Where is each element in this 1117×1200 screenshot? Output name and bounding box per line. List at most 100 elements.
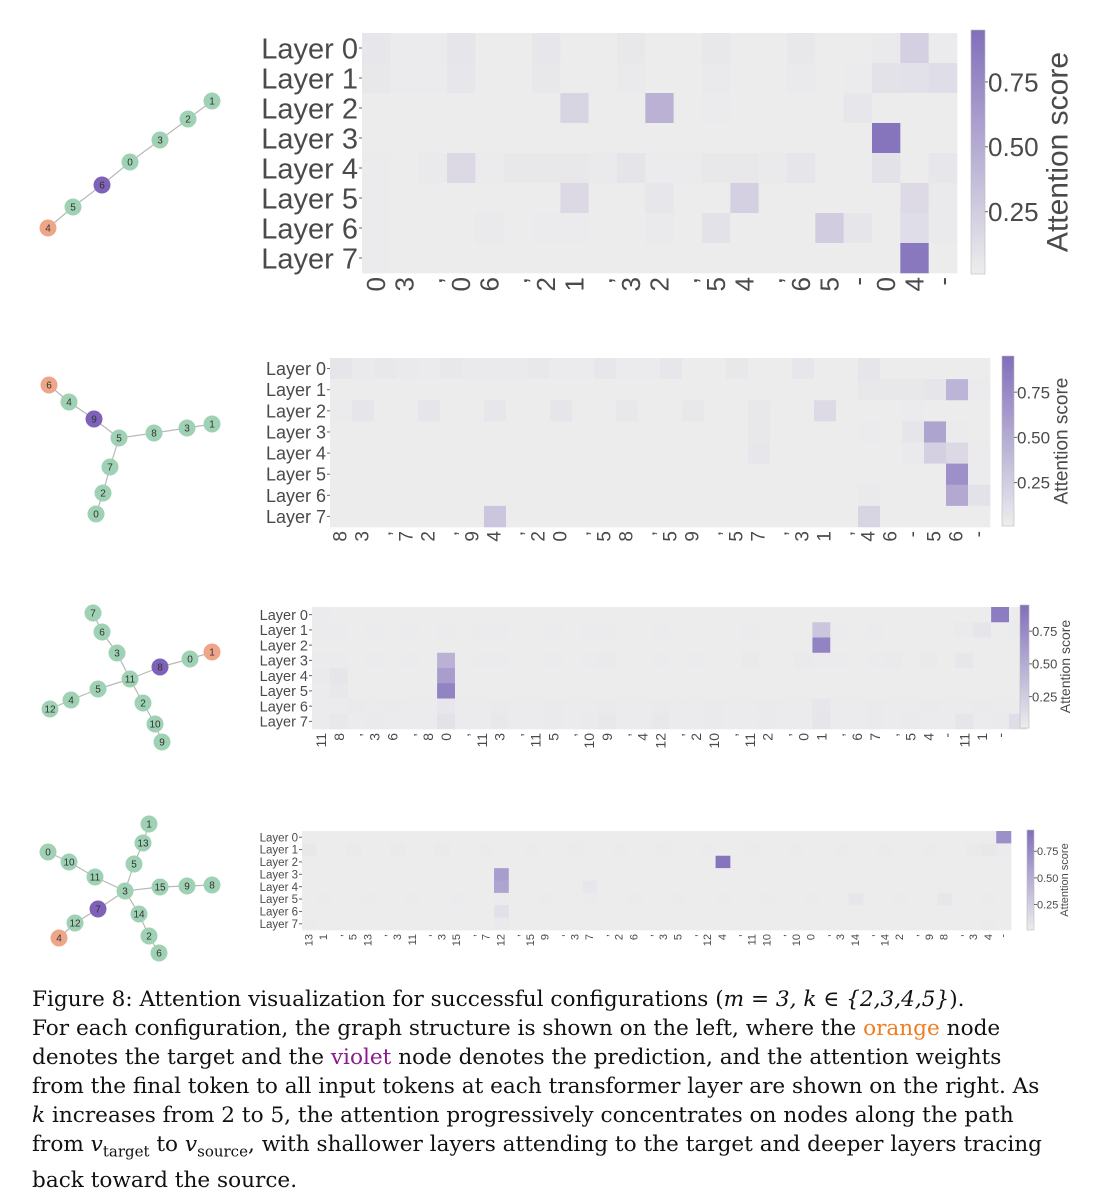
heatmap-cell	[390, 123, 419, 154]
heatmap-cell	[702, 63, 731, 94]
heatmap-cell	[616, 505, 639, 528]
heatmap-cell	[848, 713, 867, 730]
heatmap-cell	[774, 892, 790, 906]
heatmap-cell	[331, 855, 347, 869]
caption-subscript: target	[102, 1142, 150, 1161]
heatmap-cell	[740, 713, 760, 730]
heatmap-cell	[776, 698, 795, 715]
heatmap-cell	[472, 713, 492, 730]
column-label: ,	[909, 934, 921, 937]
heatmap-cell	[440, 400, 463, 422]
row-label: Layer 5	[266, 465, 326, 485]
caption-violet-word: violet	[330, 1045, 392, 1070]
heatmap-cell	[418, 400, 441, 422]
heatmap-cell	[582, 855, 598, 869]
graph-node-normal	[60, 393, 78, 411]
heatmap-cell	[331, 917, 347, 931]
heatmap-cell	[830, 637, 849, 654]
heatmap-cell	[687, 637, 706, 654]
graph-node-label: 2	[100, 489, 106, 500]
heatmap-cell	[418, 243, 448, 274]
heatmap-cell	[588, 153, 618, 184]
heatmap-cell	[814, 379, 837, 401]
column-label: 1	[560, 277, 590, 291]
heatmap-cell	[996, 880, 1012, 894]
heatmap-cell	[580, 607, 599, 623]
column-label: -	[928, 277, 958, 286]
graph-node-normal	[134, 694, 152, 712]
heatmap-cell	[804, 855, 820, 869]
column-label: 4	[635, 733, 651, 741]
heatmap-cell	[503, 123, 533, 154]
colorbar-label: Attention score	[1057, 620, 1073, 714]
heatmap-cell	[626, 868, 643, 881]
heatmap-cell	[401, 652, 420, 669]
heatmap-cell	[700, 892, 716, 906]
heatmap-cell	[544, 607, 563, 623]
heatmap-cell	[937, 607, 956, 623]
heatmap-cell	[464, 855, 480, 869]
heatmap-cell	[562, 637, 581, 654]
caption-text: to	[149, 1132, 185, 1157]
heatmap-cell	[991, 713, 1010, 730]
heatmap-cell	[682, 358, 705, 380]
heatmap-cell	[375, 917, 391, 931]
heatmap-cell	[900, 93, 929, 124]
heatmap-cell	[730, 183, 759, 214]
heatmap-cell	[616, 400, 639, 422]
heatmap-cell	[804, 917, 820, 931]
column-label: 5	[701, 277, 731, 291]
heatmap-cell	[673, 153, 703, 184]
row-label: Layer 2	[261, 93, 358, 125]
heatmap-cell	[475, 33, 504, 64]
heatmap-cell	[390, 831, 406, 844]
heatmap-cell	[472, 698, 492, 715]
heatmap-cell	[562, 607, 581, 623]
heatmap-cell	[347, 652, 366, 669]
heatmap-cell	[892, 917, 908, 931]
caption-math: v	[184, 1132, 198, 1157]
heatmap-cell	[723, 637, 742, 654]
graph-node-label: 6	[156, 949, 162, 960]
row-label: Layer 1	[261, 63, 358, 95]
heatmap-cell	[951, 905, 967, 918]
heatmap-cell	[352, 379, 375, 401]
heatmap-cell	[774, 917, 790, 931]
heatmap-cell	[669, 713, 688, 730]
column-label: 5	[925, 531, 946, 542]
heatmap-cell	[365, 698, 384, 715]
column-label: 5	[348, 934, 360, 940]
heatmap-cell	[996, 831, 1012, 844]
heatmap-cell	[560, 63, 589, 94]
heatmap-cell	[503, 243, 533, 274]
heatmap-cell	[508, 698, 527, 715]
heatmap-cell	[660, 505, 683, 528]
heatmap-cell	[418, 463, 441, 486]
heatmap-cell	[848, 622, 867, 638]
heatmap-cell	[792, 505, 815, 528]
caption-text: increases from 2 to 5, the attention pro…	[45, 1103, 1014, 1128]
heatmap-cell	[669, 637, 688, 654]
heatmap-cell	[973, 622, 992, 638]
graph-node-label: 6	[99, 628, 105, 639]
heatmap-cell	[544, 713, 563, 730]
heatmap-cell	[528, 505, 551, 528]
heatmap-cell	[594, 400, 617, 422]
graph-node-label: 2	[185, 115, 191, 126]
graph-node-label: 7	[95, 905, 101, 916]
heatmap-cell	[858, 379, 881, 401]
graph-node-normal	[145, 424, 163, 442]
heatmap-cell	[955, 622, 974, 638]
column-label: 7	[397, 531, 418, 542]
graph-node-label: 0	[45, 848, 51, 859]
heatmap-cell	[472, 683, 492, 699]
column-label: 8	[331, 733, 347, 741]
heatmap-cell	[329, 622, 349, 638]
heatmap-cell	[687, 698, 706, 715]
heatmap-cell	[673, 213, 703, 244]
heatmap-cell	[633, 713, 652, 730]
heatmap-cell	[937, 713, 956, 730]
heatmap-cell	[638, 400, 661, 422]
heatmap-cell	[892, 892, 908, 906]
